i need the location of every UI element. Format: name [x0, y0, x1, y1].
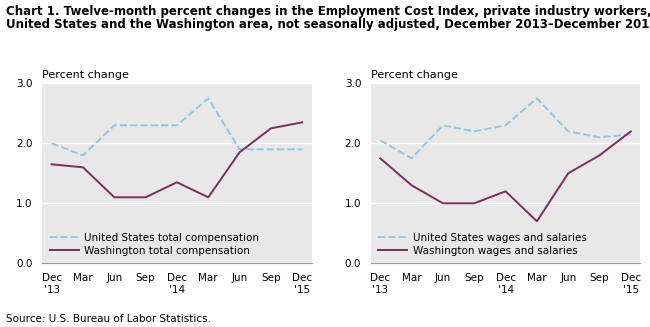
Washington total compensation	[298, 120, 306, 124]
Washington wages and salaries	[533, 219, 541, 223]
United States wages and salaries	[502, 123, 510, 127]
United States wages and salaries	[471, 129, 478, 133]
United States wages and salaries	[533, 96, 541, 100]
Line: United States total compensation: United States total compensation	[51, 98, 302, 155]
Washington wages and salaries	[408, 183, 415, 187]
Text: Percent change: Percent change	[42, 70, 129, 80]
Washington total compensation	[142, 195, 150, 199]
United States total compensation	[236, 147, 244, 151]
Washington wages and salaries	[471, 201, 478, 205]
Washington total compensation	[47, 163, 55, 166]
Text: United States and the Washington area, not seasonally adjusted, December 2013–De: United States and the Washington area, n…	[6, 18, 650, 31]
Washington total compensation	[173, 181, 181, 184]
Line: Washington wages and salaries: Washington wages and salaries	[380, 131, 631, 221]
United States wages and salaries	[627, 132, 635, 136]
Washington wages and salaries	[376, 156, 384, 160]
Legend: United States wages and salaries, Washington wages and salaries: United States wages and salaries, Washin…	[376, 231, 588, 258]
United States wages and salaries	[408, 156, 415, 160]
United States wages and salaries	[376, 138, 384, 142]
United States total compensation	[47, 141, 55, 145]
Washington wages and salaries	[564, 171, 572, 175]
United States wages and salaries	[564, 129, 572, 133]
United States total compensation	[79, 153, 87, 157]
Washington total compensation	[79, 165, 87, 169]
Washington wages and salaries	[627, 129, 635, 133]
Washington wages and salaries	[595, 153, 603, 157]
Text: Chart 1. Twelve-month percent changes in the Employment Cost Index, private indu: Chart 1. Twelve-month percent changes in…	[6, 5, 650, 18]
Washington wages and salaries	[439, 201, 447, 205]
United States total compensation	[204, 96, 212, 100]
United States total compensation	[111, 123, 118, 127]
United States total compensation	[173, 123, 181, 127]
Line: United States wages and salaries: United States wages and salaries	[380, 98, 631, 158]
Washington total compensation	[236, 150, 244, 154]
United States wages and salaries	[595, 135, 603, 139]
United States total compensation	[298, 147, 306, 151]
Washington total compensation	[111, 195, 118, 199]
Line: Washington total compensation: Washington total compensation	[51, 122, 302, 197]
Text: Percent change: Percent change	[371, 70, 458, 80]
Washington total compensation	[267, 126, 275, 130]
Text: Source: U.S. Bureau of Labor Statistics.: Source: U.S. Bureau of Labor Statistics.	[6, 314, 211, 324]
Washington wages and salaries	[502, 189, 510, 193]
Washington total compensation	[204, 195, 212, 199]
United States wages and salaries	[439, 123, 447, 127]
Legend: United States total compensation, Washington total compensation: United States total compensation, Washin…	[47, 231, 261, 258]
United States total compensation	[142, 123, 150, 127]
United States total compensation	[267, 147, 275, 151]
